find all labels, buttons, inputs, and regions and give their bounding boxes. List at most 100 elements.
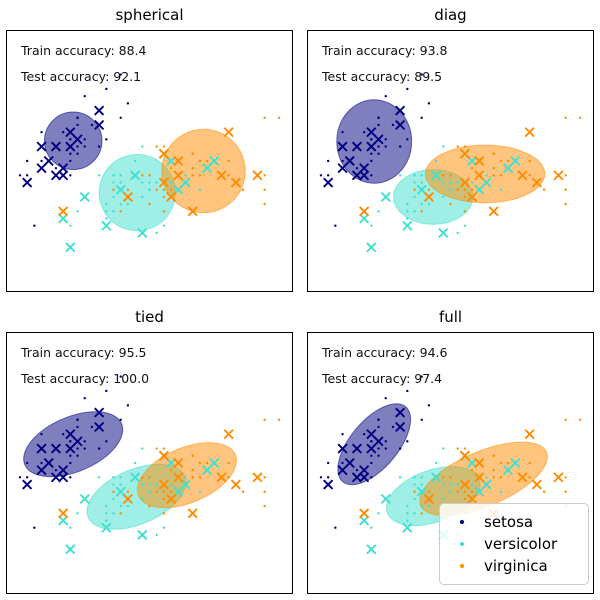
- test-cross-virginica: [122, 191, 133, 203]
- sample-dot-virginica: [112, 490, 115, 493]
- sample-dot-versicolor: [442, 195, 445, 199]
- sample-dot-setosa: [97, 145, 101, 148]
- legend: setosa versicolor virginica: [439, 503, 589, 585]
- test-cross-setosa: [50, 443, 62, 454]
- sample-dot-virginica: [528, 476, 531, 479]
- sample-dot-setosa: [384, 145, 387, 148]
- sample-dot-versicolor: [420, 174, 423, 177]
- sample-dot-setosa: [370, 461, 373, 465]
- sample-dot-setosa: [25, 476, 29, 479]
- gaussian-ellipse-setosa: [337, 403, 412, 486]
- test-cross-setosa: [395, 407, 406, 418]
- test-cross-virginica: [524, 429, 535, 440]
- sample-dot-virginica: [449, 174, 452, 177]
- sample-dot-setosa: [406, 389, 409, 393]
- sample-dot-setosa: [427, 102, 431, 105]
- test-cross-setosa: [366, 443, 377, 454]
- sample-dot-virginica: [126, 188, 130, 191]
- sample-dot-setosa: [105, 389, 108, 393]
- test-cross-setosa: [65, 141, 76, 152]
- sample-dot-setosa: [83, 440, 86, 443]
- sample-dot-versicolor: [406, 512, 409, 515]
- legend-item-virginica: virginica: [440, 555, 582, 577]
- sample-dot-versicolor: [119, 174, 122, 177]
- sample-dot-setosa: [334, 526, 337, 529]
- sample-dot-virginica: [564, 476, 567, 479]
- sample-dot-setosa: [18, 174, 22, 177]
- sample-dot-virginica: [191, 174, 194, 177]
- sample-dot-versicolor: [434, 159, 438, 163]
- sample-dot-setosa: [377, 152, 380, 155]
- subplot-title-diag: diag: [434, 6, 467, 24]
- test-cross-virginica: [158, 479, 169, 490]
- sample-dot-virginica: [162, 447, 166, 450]
- sample-dot-virginica: [427, 490, 431, 493]
- sample-dot-setosa: [326, 159, 330, 163]
- test-cross-virginica: [158, 450, 169, 461]
- sample-dot-virginica: [542, 490, 546, 493]
- sample-dot-versicolor: [69, 224, 72, 227]
- sample-dot-setosa: [76, 418, 79, 421]
- sample-dot-setosa: [341, 130, 344, 134]
- sample-dot-setosa: [69, 159, 72, 163]
- test-cross-setosa: [337, 443, 348, 454]
- test-cross-virginica: [423, 191, 434, 203]
- sample-dot-virginica: [126, 490, 130, 493]
- test-cross-virginica: [474, 457, 485, 469]
- test-accuracy-text: Test accuracy: 100.0: [21, 371, 150, 386]
- sample-dot-virginica: [148, 504, 151, 508]
- sample-dot-virginica: [499, 461, 503, 465]
- sample-dot-versicolor: [442, 447, 445, 450]
- test-cross-setosa: [337, 465, 348, 476]
- test-cross-versicolor: [130, 472, 141, 483]
- sample-dot-versicolor: [413, 483, 416, 486]
- sample-dot-setosa: [370, 440, 373, 443]
- test-cross-setosa: [337, 163, 348, 174]
- sample-dot-setosa: [362, 432, 366, 436]
- sample-dot-virginica: [470, 468, 474, 472]
- test-cross-virginica: [216, 472, 227, 483]
- test-cross-virginica: [467, 191, 478, 203]
- sample-dot-setosa: [384, 396, 387, 400]
- test-accuracy-text: Test accuracy: 97.4: [322, 371, 443, 386]
- test-cross-virginica: [187, 508, 198, 519]
- sample-dot-versicolor: [449, 490, 452, 493]
- sample-dot-virginica: [463, 447, 467, 450]
- plot-area-diag: Train accuracy: 93.8 Test accuracy: 89.5: [307, 30, 594, 292]
- legend-item-setosa: setosa: [440, 511, 582, 533]
- sample-dot-virginica: [155, 490, 158, 493]
- sample-dot-virginica: [162, 497, 166, 501]
- sample-dot-setosa: [341, 159, 344, 163]
- sample-dot-virginica: [169, 468, 173, 472]
- sample-dot-versicolor: [155, 231, 158, 235]
- sample-dot-setosa: [69, 461, 72, 465]
- test-cross-setosa: [395, 105, 406, 116]
- sample-dot-virginica: [463, 195, 467, 199]
- sample-dot-virginica: [162, 145, 166, 148]
- sample-dot-virginica: [191, 468, 194, 472]
- sample-dot-setosa: [90, 425, 94, 429]
- sample-dot-versicolor: [141, 447, 144, 450]
- sample-dot-virginica: [205, 159, 209, 163]
- test-accuracy-text: Test accuracy: 89.5: [322, 69, 443, 84]
- test-cross-setosa: [50, 472, 62, 483]
- sample-dot-versicolor: [112, 497, 115, 501]
- test-cross-virginica: [223, 127, 234, 138]
- test-cross-versicolor: [366, 242, 377, 253]
- sample-dot-setosa: [76, 152, 79, 155]
- sample-dot-virginica: [499, 476, 503, 479]
- sample-dot-virginica: [277, 116, 281, 119]
- sample-dot-setosa: [377, 418, 380, 421]
- sample-dot-setosa: [420, 73, 423, 76]
- train-accuracy-text: Train accuracy: 93.8: [322, 43, 448, 58]
- sample-dot-versicolor: [470, 181, 474, 184]
- legend-item-versicolor: versicolor: [440, 533, 582, 555]
- sample-dot-setosa: [40, 432, 43, 436]
- sample-dot-virginica: [528, 159, 531, 163]
- sample-dot-setosa: [391, 425, 395, 429]
- sample-dot-virginica: [564, 188, 567, 191]
- sample-dot-versicolor: [377, 210, 380, 213]
- sample-dot-virginica: [263, 490, 266, 493]
- test-cross-versicolor: [431, 472, 442, 483]
- sample-dot-virginica: [162, 195, 166, 199]
